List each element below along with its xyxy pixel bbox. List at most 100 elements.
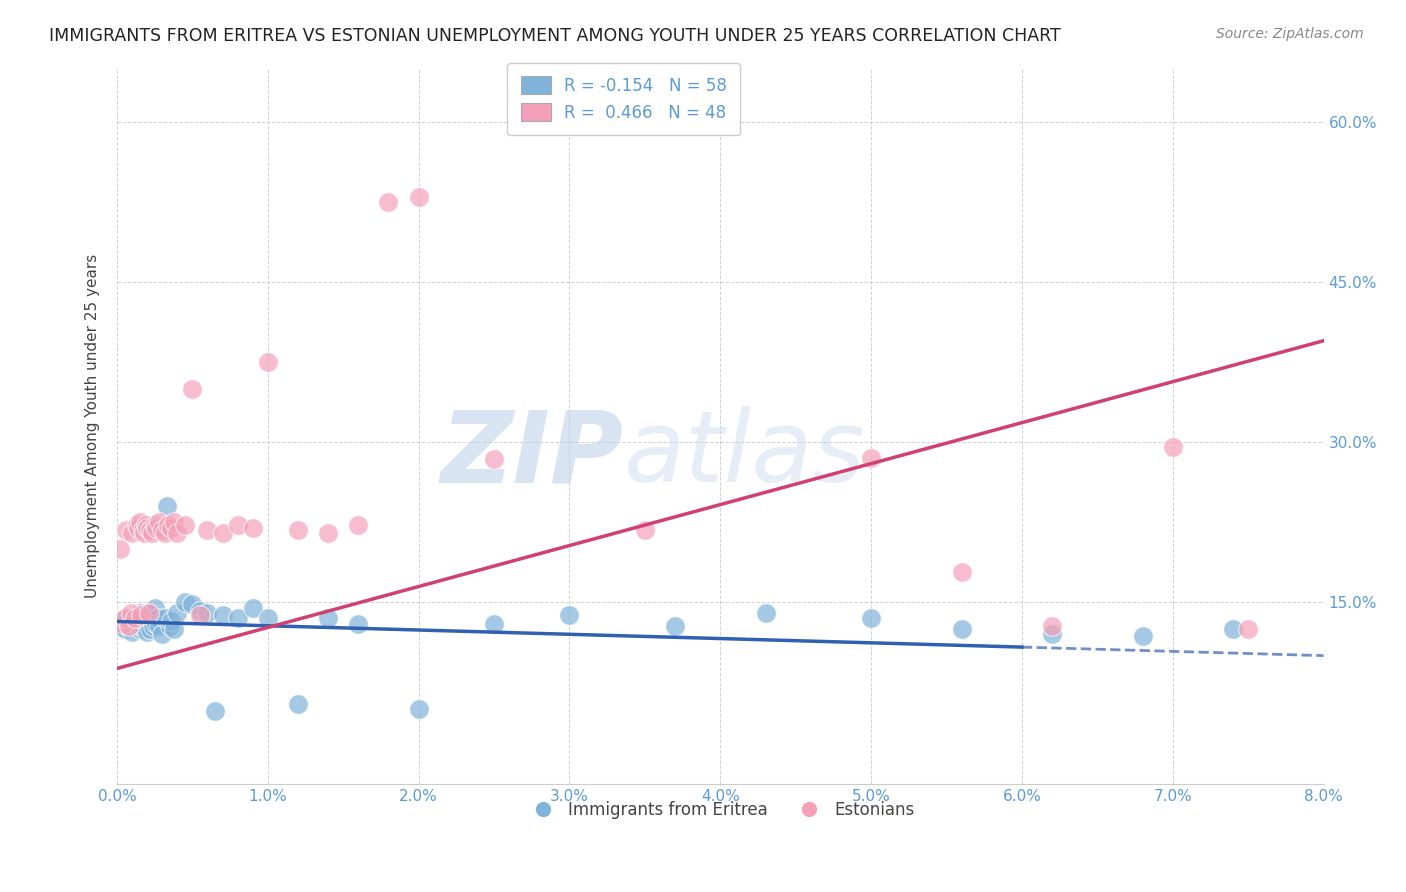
Point — [754, 606, 776, 620]
Point — [150, 523, 173, 537]
Point — [155, 525, 177, 540]
Point — [166, 606, 188, 620]
Text: ZIP: ZIP — [440, 406, 624, 503]
Point — [1040, 619, 1063, 633]
Point — [173, 595, 195, 609]
Point — [163, 515, 186, 529]
Point — [347, 616, 370, 631]
Point — [188, 604, 211, 618]
Point — [287, 523, 309, 537]
Point — [482, 616, 505, 631]
Point — [558, 608, 581, 623]
Point — [129, 619, 152, 633]
Point — [138, 606, 160, 620]
Point — [159, 619, 181, 633]
Point — [145, 616, 167, 631]
Point — [141, 525, 163, 540]
Point — [242, 600, 264, 615]
Point — [114, 611, 136, 625]
Y-axis label: Unemployment Among Youth under 25 years: Unemployment Among Youth under 25 years — [86, 254, 100, 599]
Point — [128, 606, 150, 620]
Point — [115, 523, 138, 537]
Point — [114, 622, 136, 636]
Point — [160, 615, 183, 629]
Point — [141, 615, 163, 629]
Point — [316, 525, 339, 540]
Point — [1040, 627, 1063, 641]
Point — [256, 355, 278, 369]
Point — [860, 611, 883, 625]
Point — [139, 622, 162, 636]
Point — [173, 518, 195, 533]
Point — [121, 616, 143, 631]
Point — [1161, 441, 1184, 455]
Point — [950, 566, 973, 580]
Point — [664, 619, 686, 633]
Point — [129, 608, 152, 623]
Point — [148, 619, 170, 633]
Point — [181, 382, 204, 396]
Point — [1237, 622, 1260, 636]
Point — [135, 518, 157, 533]
Point — [128, 622, 150, 636]
Point — [139, 523, 162, 537]
Point — [134, 525, 156, 540]
Point — [408, 189, 430, 203]
Point — [139, 608, 162, 623]
Text: Source: ZipAtlas.com: Source: ZipAtlas.com — [1216, 27, 1364, 41]
Point — [160, 520, 183, 534]
Point — [242, 520, 264, 534]
Text: atlas: atlas — [624, 406, 865, 503]
Point — [142, 619, 165, 633]
Point — [118, 619, 141, 633]
Point — [136, 520, 159, 534]
Point — [316, 611, 339, 625]
Text: IMMIGRANTS FROM ERITREA VS ESTONIAN UNEMPLOYMENT AMONG YOUTH UNDER 25 YEARS CORR: IMMIGRANTS FROM ERITREA VS ESTONIAN UNEM… — [49, 27, 1062, 45]
Point — [211, 608, 233, 623]
Point — [163, 622, 186, 636]
Point — [120, 620, 142, 634]
Point — [482, 452, 505, 467]
Point — [860, 451, 883, 466]
Point — [145, 520, 167, 534]
Point — [408, 702, 430, 716]
Point — [950, 622, 973, 636]
Point — [150, 627, 173, 641]
Point — [127, 615, 149, 629]
Point — [157, 518, 180, 533]
Point — [634, 523, 657, 537]
Point — [1132, 629, 1154, 643]
Point — [197, 606, 219, 620]
Point — [197, 523, 219, 537]
Point — [188, 608, 211, 623]
Point — [135, 616, 157, 631]
Point — [131, 614, 153, 628]
Point — [111, 616, 134, 631]
Point — [131, 523, 153, 537]
Point — [166, 525, 188, 540]
Point — [143, 600, 166, 615]
Point — [118, 614, 141, 628]
Point — [120, 606, 142, 620]
Point — [287, 697, 309, 711]
Point — [226, 518, 249, 533]
Point — [124, 611, 146, 625]
Point — [148, 515, 170, 529]
Point — [211, 525, 233, 540]
Point — [204, 704, 226, 718]
Point — [347, 518, 370, 533]
Point — [1222, 622, 1244, 636]
Point — [155, 611, 177, 625]
Point — [124, 611, 146, 625]
Point — [136, 625, 159, 640]
Point — [181, 598, 204, 612]
Point — [108, 616, 131, 631]
Point — [226, 611, 249, 625]
Point — [134, 620, 156, 634]
Point — [111, 615, 134, 629]
Point — [138, 611, 160, 625]
Point — [377, 194, 399, 209]
Point — [146, 611, 169, 625]
Point — [121, 625, 143, 640]
Legend: Immigrants from Eritrea, Estonians: Immigrants from Eritrea, Estonians — [519, 794, 921, 825]
